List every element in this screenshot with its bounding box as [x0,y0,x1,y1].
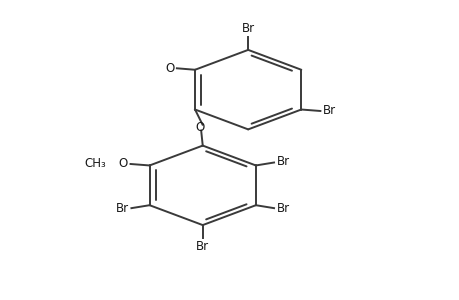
Text: Br: Br [276,202,289,215]
Text: Br: Br [276,155,289,168]
Text: O: O [118,158,128,170]
Text: Br: Br [196,240,209,254]
Text: Br: Br [322,104,336,118]
Text: O: O [195,121,204,134]
Text: Br: Br [241,22,254,34]
Text: Br: Br [115,202,129,215]
Text: O: O [165,62,174,75]
Text: CH₃: CH₃ [84,158,106,170]
